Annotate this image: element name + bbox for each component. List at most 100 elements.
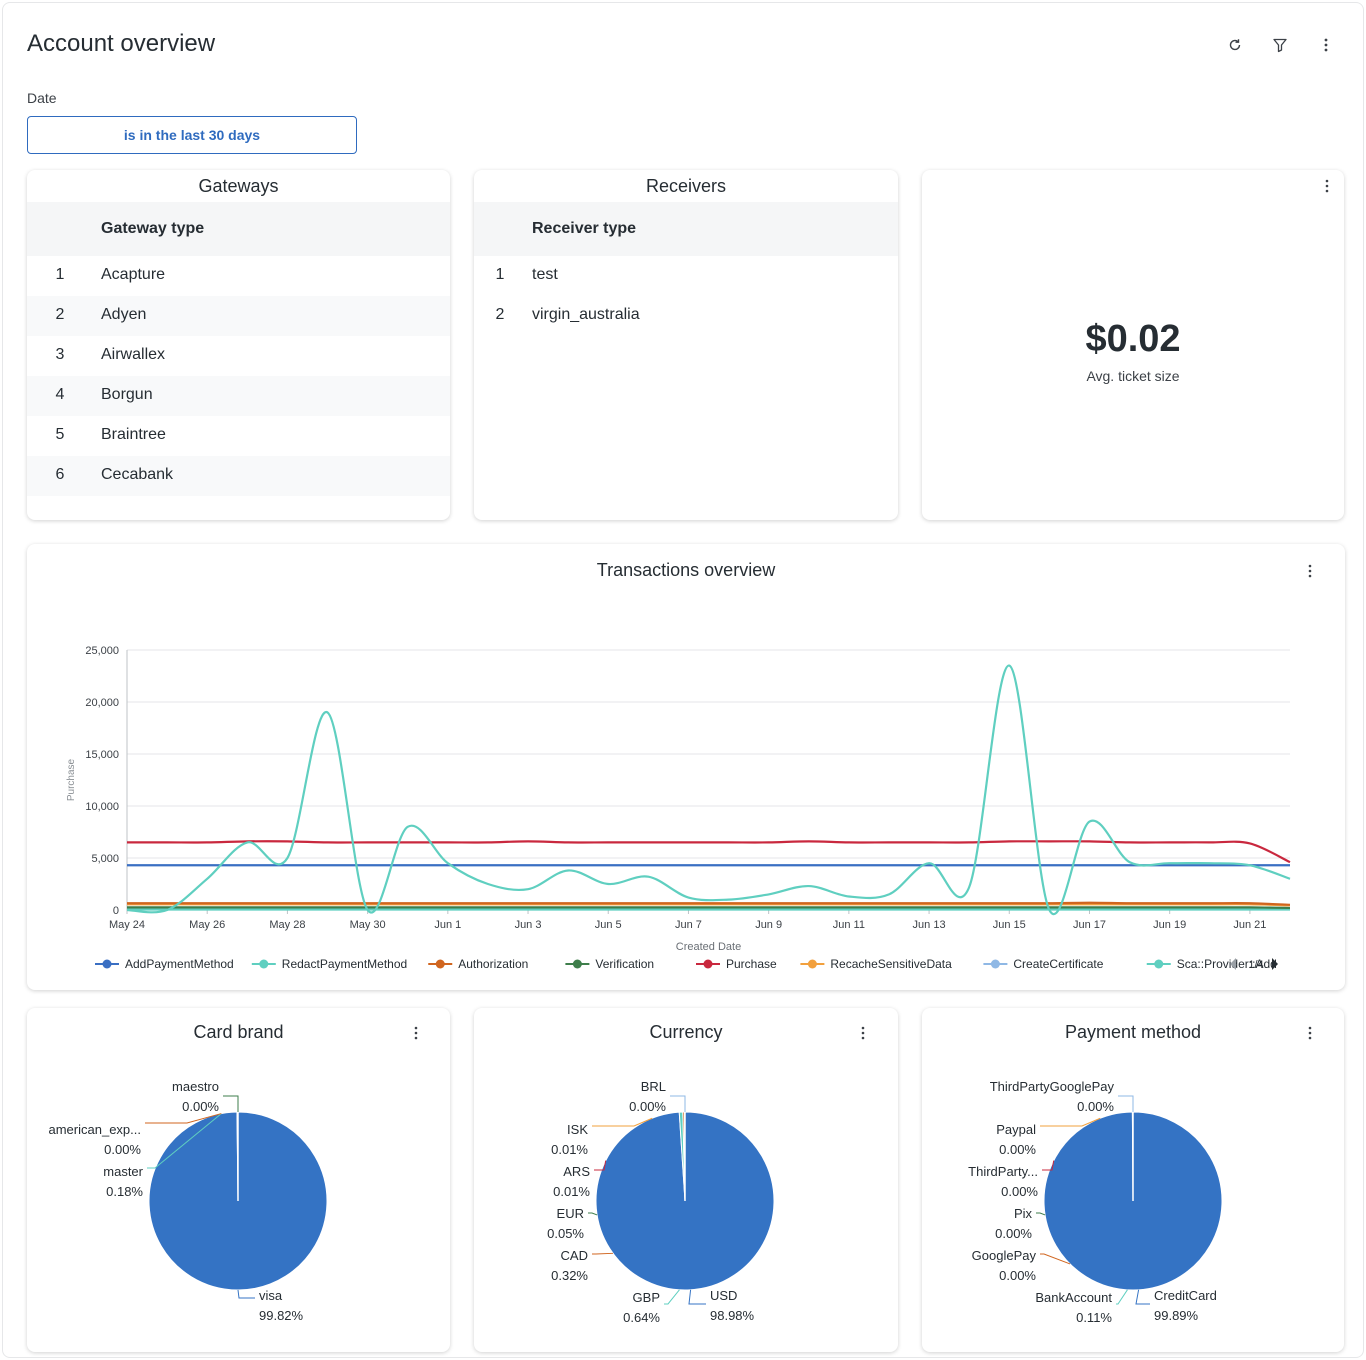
gateways-table-header: Gateway type [27,202,450,256]
currency-tile: Currency USD 98.98% GBP 0.64% CAD 0.32% EUR 0.0… [474,1008,898,1352]
receiver-table-row[interactable]: 1 test [474,256,898,296]
legend-marker [572,959,582,969]
series-line-purchase[interactable] [126,840,1291,864]
gateway-table-row[interactable]: 6 Cecabank [27,456,450,496]
pie-label-group: Pix 0.00% [995,1206,1046,1241]
pie-label-group: USD 98.98% [688,1288,755,1323]
pie-leader-line [1040,1117,1101,1127]
legend-label: Verification [595,957,654,971]
card-brand-menu-icon[interactable] [407,1021,425,1045]
gateway-row-value: Adyen [101,306,147,323]
legend-marker [807,959,817,969]
refresh-icon[interactable] [1224,34,1246,56]
transactions-menu-icon[interactable] [1301,559,1319,583]
legend-item[interactable]: Authorization [428,957,528,971]
pie-label-group: maestro 0.00% [172,1079,239,1114]
legend-marker [435,959,445,969]
pie-slice-percent: 0.00% [629,1099,666,1114]
x-tick-label: May 30 [350,919,386,931]
gateway-row-value: Acapture [101,266,166,283]
receiver-row-value: test [532,266,558,283]
x-tick-label: Jun 1 [434,919,461,931]
pie-slice-percent: 99.82% [259,1308,304,1323]
avg-ticket-value: $0.02 [1085,318,1181,360]
legend-marker [102,959,112,969]
legend-prev-icon[interactable] [1230,958,1236,970]
more-vertical-icon[interactable] [1315,34,1337,56]
payment-method-tile: Payment method CreditCard 99.89% BankAccou… [922,1008,1344,1352]
pie-label-group: master 0.18% [103,1113,222,1199]
gateway-table-row[interactable]: 1 Acapture [27,256,450,296]
card-brand-pie-chart: visa 99.82% master 0.18% american_exp... 0.00… [49,1079,328,1323]
legend-item[interactable]: Purchase [696,957,777,971]
pie-slice-percent: 0.00% [995,1226,1032,1241]
currency-menu-icon[interactable] [854,1021,872,1045]
pie-label-group: Paypal 0.00% [996,1117,1101,1157]
receivers-table-header: Receiver type [474,202,898,256]
pie-label-group: ThirdPartyGooglePay 0.00% [990,1079,1134,1114]
receiver-type-column-header[interactable]: Receiver type [532,220,637,237]
pie-slice-label: ThirdPartyGooglePay [990,1079,1115,1094]
filter-icon[interactable] [1269,34,1291,56]
pie-leader-line [1118,1095,1134,1112]
series-line-verification[interactable] [126,906,1291,910]
x-tick-label: Jun 19 [1153,919,1186,931]
gateway-type-column-header[interactable]: Gateway type [101,220,205,237]
pie-leader-line [1042,1160,1055,1171]
avg-ticket-menu-icon[interactable] [1318,174,1336,198]
receiver-table-row[interactable]: 2 virgin_australia [474,296,898,336]
pie-slice-percent: 98.98% [710,1308,755,1323]
series-line-redactpaymentmethod[interactable] [126,664,1291,915]
pie-leader-line [670,1095,686,1112]
pie-leader-line [1040,1253,1071,1265]
receiver-row-index: 1 [495,266,505,283]
legend-marker [1154,959,1164,969]
legend-item[interactable]: RecacheSensitiveData [800,957,952,971]
receiver-row-value: virgin_australia [532,306,640,323]
pie-label-group: american_exp... 0.00% [49,1113,222,1157]
pie-slice-label: CAD [561,1248,588,1263]
y-tick-label: 10,000 [85,801,119,813]
y-tick-label: 0 [113,905,119,917]
gateway-table-row[interactable]: 4 Borgun [27,376,450,416]
pie-slice-label: CreditCard [1154,1288,1217,1303]
legend-item[interactable]: Verification [565,957,654,971]
gateway-row-index: 5 [55,426,65,443]
pie-slice-percent: 0.00% [999,1142,1036,1157]
pie-leader-line [592,1117,653,1127]
pie-leader-line [592,1252,614,1255]
legend-item[interactable]: RedactPaymentMethod [251,957,407,971]
pie-leader-line [594,1160,607,1171]
y-tick-label: 25,000 [85,645,119,657]
gateway-table-row[interactable]: 3 Airwallex [27,336,450,376]
series-line-authorization[interactable] [127,901,1291,906]
payment-method-menu-icon[interactable] [1301,1021,1319,1045]
payment-method-pie-chart: CreditCard 99.89% BankAccount 0.11% GooglePa… [968,1079,1223,1325]
pie-label-group: ThirdParty... 0.00% [968,1160,1055,1199]
legend-marker [990,959,1000,969]
receiver-row-index: 2 [495,306,505,323]
legend-item[interactable]: CreateCertificate [983,957,1104,971]
pie-leader-line [145,1113,222,1124]
pie-slice-label: USD [710,1288,737,1303]
pie-slice-label: maestro [172,1079,219,1094]
pie-slice-label: ARS [563,1164,590,1179]
series-line-recachesensitivedata[interactable] [127,903,1291,907]
legend-item[interactable]: Sca::Provider::Add [1146,957,1277,971]
gateways-tile: Gateways Gateway type 1 Acapture 2 Adyen 3 Ai… [27,170,450,520]
y-tick-label: 15,000 [85,749,119,761]
y-axis-label: Purchase [66,758,77,801]
pie-slice-percent: 0.64% [623,1310,660,1325]
pie-leader-line [223,1095,239,1112]
gateway-table-row[interactable]: 2 Adyen [27,296,450,336]
x-tick-label: Jun 5 [595,919,622,931]
date-filter-button[interactable]: is in the last 30 days [27,116,357,154]
legend-item[interactable]: AddPaymentMethod [95,957,234,971]
gateway-row-value: Braintree [101,426,166,443]
pie-label-group: GooglePay 0.00% [972,1248,1071,1283]
pie-leader-line [147,1113,222,1169]
gateway-table-row[interactable]: 5 Braintree [27,416,450,456]
x-tick-label: Jun 7 [675,919,702,931]
legend-next-icon[interactable] [1272,958,1278,970]
